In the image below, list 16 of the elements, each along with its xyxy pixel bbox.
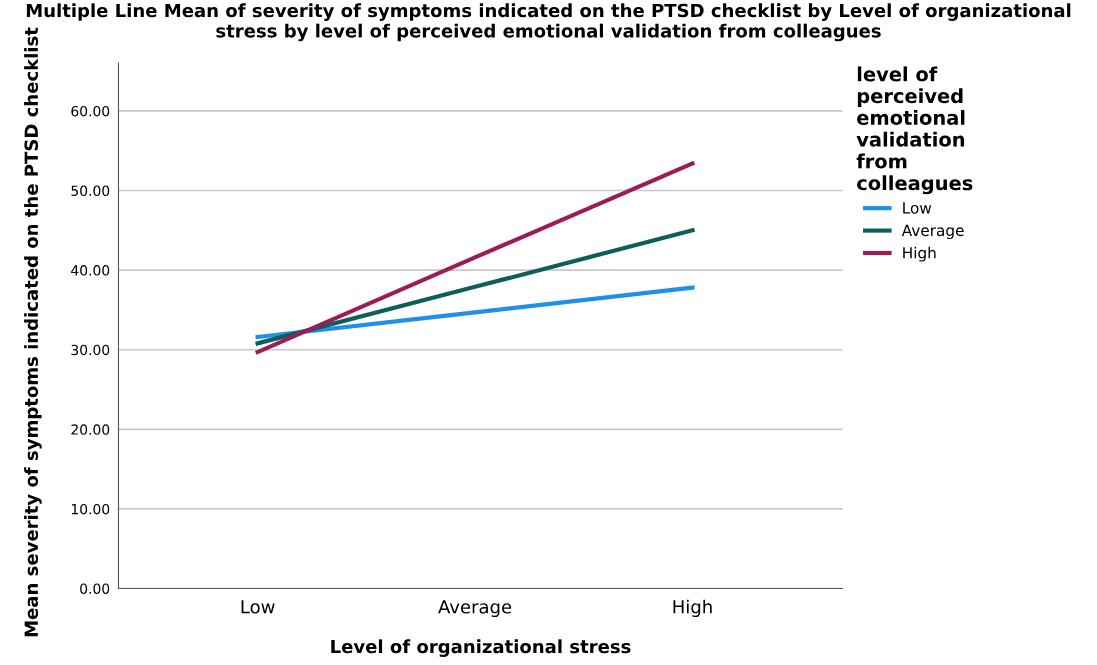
legend-title: level of perceived emotional validation from colleagues	[856, 66, 973, 195]
y-tick-label: 0.00	[80, 583, 110, 594]
y-tick-label: 30.00	[71, 344, 110, 356]
x-tick-label: High	[673, 599, 712, 618]
x-tick-label: Low	[241, 600, 275, 614]
legend-label: Low	[903, 202, 932, 214]
legend-label: High	[903, 246, 936, 262]
legend-label: Average	[901, 224, 964, 240]
y-axis-title: Mean severity of symptoms indicated on the PTSD checklist	[24, 27, 42, 637]
y-tick-label: 40.00	[71, 265, 110, 276]
y-tick-label: 50.00	[71, 185, 110, 197]
x-axis-title: Level of organizational stress	[331, 639, 631, 657]
y-tick-label: 60.00	[71, 105, 110, 117]
x-tick-label: Average	[438, 600, 512, 618]
y-tick-label: 20.00	[71, 424, 110, 435]
y-tick-label: 10.00	[71, 503, 110, 515]
